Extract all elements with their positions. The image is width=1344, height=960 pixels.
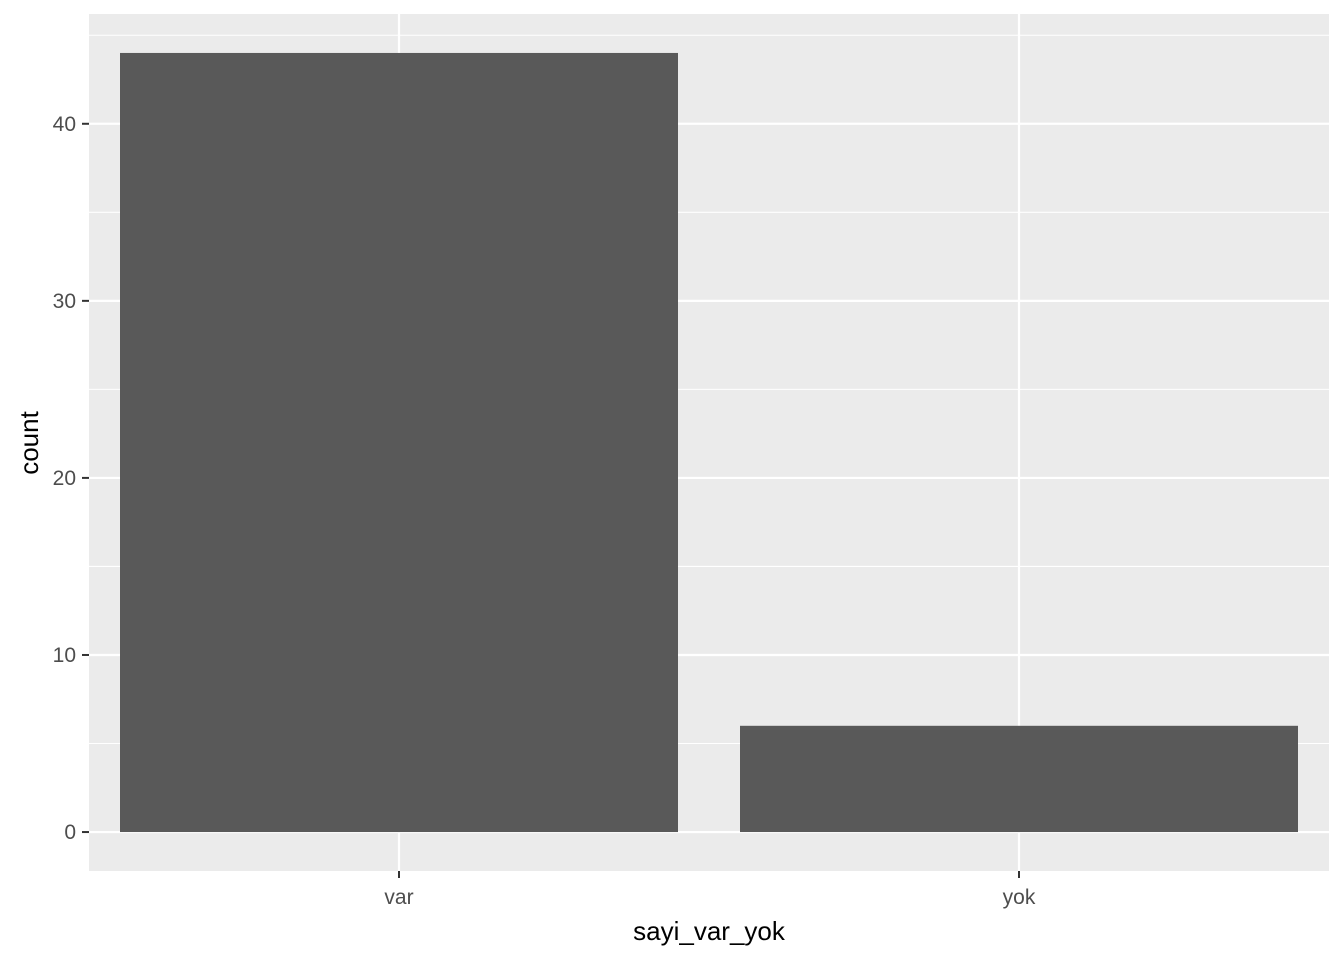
y-tick-label: 40 [53, 113, 76, 136]
y-axis: 0 10 20 30 40 [53, 113, 89, 844]
y-tick-label: 20 [53, 467, 76, 490]
y-tick-label: 30 [53, 290, 76, 313]
bar-yok [740, 725, 1298, 833]
y-tick-label: 0 [64, 821, 76, 844]
bars [120, 52, 1298, 833]
y-axis-title: count [14, 410, 44, 474]
x-tick-label: yok [1003, 886, 1036, 909]
x-axis: var yok [384, 871, 1036, 909]
x-axis-title: sayi_var_yok [633, 916, 786, 946]
x-tick-label: var [384, 886, 413, 909]
y-tick-label: 10 [53, 644, 76, 667]
bar-var [120, 52, 678, 833]
